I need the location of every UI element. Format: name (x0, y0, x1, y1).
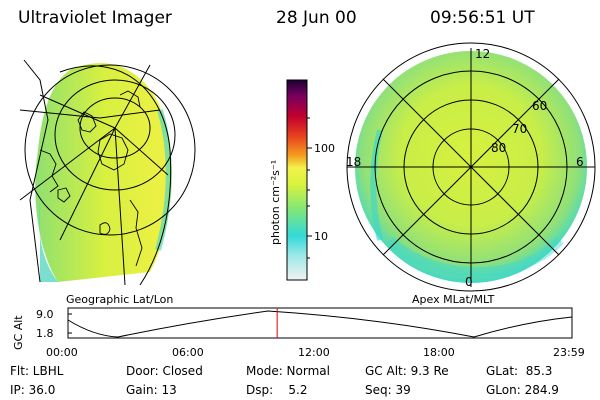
instrument-title: Ultraviolet Imager (18, 8, 172, 28)
mlat-label-70: 70 (512, 122, 527, 136)
info-glat: GLat: 85.3 (486, 364, 553, 378)
timeline-xtick-2359: 23:59 (553, 346, 585, 359)
geographic-caption: Geographic Lat/Lon (66, 293, 173, 306)
geographic-grid (19, 59, 196, 286)
timeline-ytick-9: 9.0 (36, 308, 54, 321)
orbit-altitude-timeline: GC Alt 9.0 1.8 00:00 06:00 12:00 18:00 2… (12, 307, 585, 359)
geographic-image-panel: Geographic Lat/Lon (19, 59, 196, 306)
info-dsp: Dsp: 5.2 (246, 383, 308, 397)
colorbar-tick-100: 100 (314, 142, 335, 155)
timeline-xtick-1200: 12:00 (298, 346, 330, 359)
time-label: 09:56:51 UT (430, 8, 535, 28)
timeline-frame (67, 307, 573, 339)
mlt-label-18: 18 (346, 155, 361, 169)
info-door: Door: Closed (126, 364, 203, 378)
info-glon: GLon: 284.9 (486, 383, 559, 397)
altitude-curve (67, 310, 573, 338)
colorbar-tick-10: 10 (314, 230, 328, 243)
info-seq: Seq: 39 (365, 383, 411, 397)
info-filter: Flt: LBHL (10, 364, 64, 378)
colorbar: 100 10 photon cm⁻²s⁻¹ (269, 79, 335, 281)
colorbar-unit-label: photon cm⁻²s⁻¹ (269, 160, 282, 245)
mlat-label-60: 60 (532, 99, 547, 113)
info-gc-altitude: GC Alt: 9.3 Re (365, 364, 449, 378)
mlt-label-6: 6 (576, 155, 584, 169)
coastlines (39, 90, 143, 267)
colorbar-scale (286, 79, 308, 281)
polar-image-panel: 12 18 6 0 60 70 80 Apex MLat/MLT (346, 42, 596, 306)
auroral-emission-geographic (35, 63, 172, 283)
timeline-ytick-1-8: 1.8 (36, 327, 54, 340)
mlat-label-80: 80 (491, 141, 506, 155)
date-label: 28 Jun 00 (276, 8, 357, 28)
mlt-label-0: 0 (465, 275, 473, 289)
timeline-xtick-0000: 00:00 (46, 346, 78, 359)
mlt-label-12: 12 (475, 47, 490, 61)
info-mode: Mode: Normal (246, 364, 330, 378)
info-gain: Gain: 13 (126, 383, 177, 397)
timeline-ylabel: GC Alt (12, 315, 25, 350)
info-ip: IP: 36.0 (10, 383, 56, 397)
timeline-xtick-1800: 18:00 (423, 346, 455, 359)
timeline-xtick-0600: 06:00 (172, 346, 204, 359)
polar-caption: Apex MLat/MLT (412, 293, 495, 306)
